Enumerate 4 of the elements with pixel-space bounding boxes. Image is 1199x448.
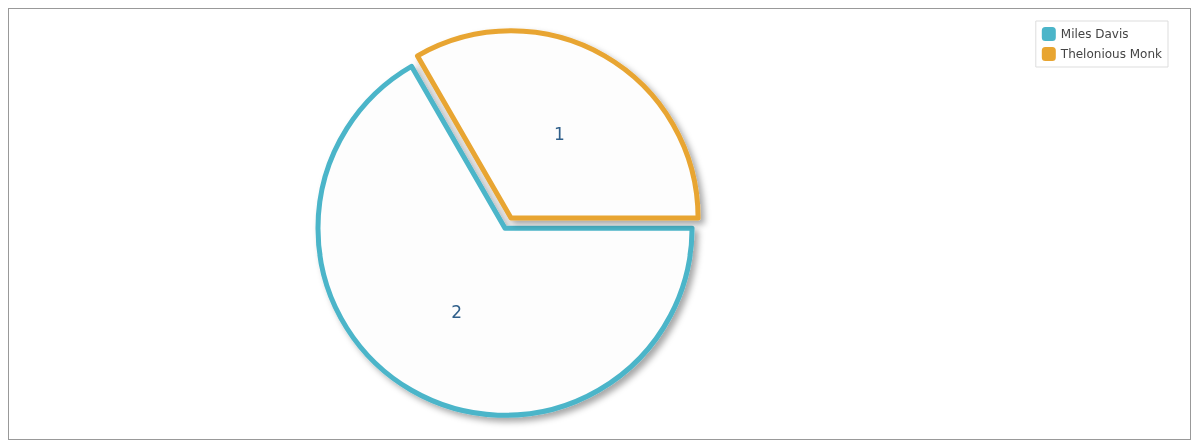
legend-label: Thelonious Monk [1059, 47, 1163, 61]
data-label: 2 [451, 301, 463, 322]
data-label: 1 [553, 124, 565, 145]
legend-label: Miles Davis [1060, 27, 1129, 41]
